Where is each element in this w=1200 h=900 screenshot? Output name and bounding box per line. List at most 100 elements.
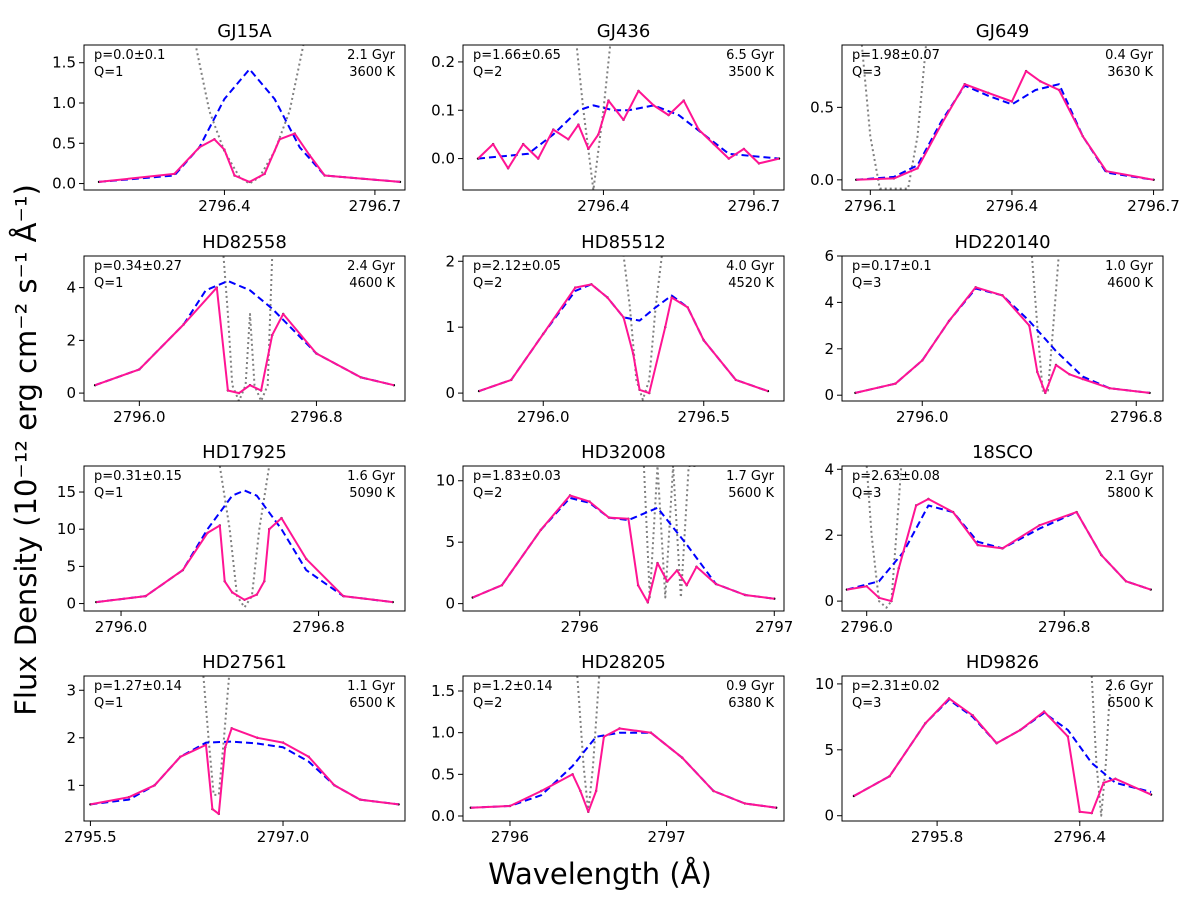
- panel-title: HD27561: [202, 652, 287, 673]
- intrinsic-line: [478, 283, 769, 393]
- x-tick-label: 2796.0: [896, 408, 949, 426]
- plot-area: [476, 45, 781, 190]
- model-line: [478, 283, 769, 395]
- quality-annotation: Q=2: [473, 696, 502, 711]
- x-tick-label: 2796.8: [1038, 618, 1091, 636]
- model-line: [98, 132, 401, 183]
- x-tick-label: 2797.0: [257, 828, 310, 846]
- observed-line: [96, 517, 393, 603]
- x-tick-label: 2795.8: [911, 828, 964, 846]
- y-tick-label: 1: [66, 776, 76, 794]
- teff-annotation: 3630 K: [1107, 65, 1153, 80]
- panel-title: GJ15A: [217, 21, 272, 42]
- panel-title: HD17925: [202, 442, 287, 463]
- absorption-line: [622, 256, 663, 401]
- x-tick-label: 2796.4: [1054, 828, 1107, 846]
- quality-annotation: Q=3: [852, 65, 881, 80]
- y-tick-label: 1.5: [431, 682, 455, 700]
- observed-line: [477, 90, 780, 169]
- intrinsic-line: [846, 504, 1152, 591]
- intrinsic-line: [96, 489, 393, 604]
- model-line: [472, 494, 775, 604]
- y-tick-label: 1.0: [431, 724, 455, 742]
- x-tick-label: 2795.5: [64, 828, 117, 846]
- quality-annotation: Q=2: [473, 276, 502, 291]
- y-tick-label: 4: [824, 460, 834, 478]
- panel: HD27561 2795.5 2797.0 1 2 3 p=1.27±0.14 Q=1 1.1 …: [64, 652, 406, 846]
- y-tick-label: 2: [66, 331, 76, 349]
- age-annotation: 2.1 Gyr: [347, 48, 396, 63]
- teff-annotation: 3600 K: [349, 65, 395, 80]
- y-tick-label: 0.0: [52, 175, 76, 193]
- p-value-annotation: p=2.63±0.08: [852, 469, 940, 484]
- observed-line: [855, 286, 1150, 394]
- y-tick-label: 10: [57, 520, 76, 538]
- teff-annotation: 5090 K: [349, 486, 395, 501]
- y-tick-label: 2: [66, 729, 76, 747]
- teff-annotation: 6500 K: [349, 696, 395, 711]
- quality-annotation: Q=1: [94, 65, 123, 80]
- age-annotation: 2.4 Gyr: [347, 259, 396, 274]
- panel-title: HD28205: [581, 652, 666, 673]
- teff-annotation: 5800 K: [1107, 486, 1153, 501]
- intrinsic-line: [470, 731, 777, 809]
- x-axis-label: Wavelength (Å): [488, 857, 712, 891]
- x-tick-label: 2796.0: [95, 618, 148, 636]
- p-value-annotation: p=2.31±0.02: [852, 679, 940, 694]
- plot-area: [469, 676, 778, 813]
- axes-frame: [841, 44, 1164, 191]
- plot-area: [854, 256, 1151, 395]
- axes-frame: [841, 465, 1164, 612]
- age-annotation: 1.7 Gyr: [726, 469, 775, 484]
- age-annotation: 4.0 Gyr: [726, 259, 775, 274]
- y-tick-label: 0: [445, 384, 455, 402]
- panel-title: HD85512: [581, 232, 666, 253]
- y-tick-label: 0.5: [810, 98, 834, 116]
- y-tick-label: 1.5: [52, 54, 76, 72]
- panel-title: HD9826: [966, 652, 1039, 673]
- panel: HD17925 2796.0 2796.8 0 5 10 15 p=0.31±0.15 Q=1 1…: [57, 442, 406, 636]
- teff-annotation: 6500 K: [1107, 696, 1153, 711]
- x-tick-label: 2796.0: [840, 618, 893, 636]
- model-line: [477, 89, 780, 170]
- y-tick-label: 10: [815, 675, 834, 693]
- quality-annotation: Q=1: [94, 276, 123, 291]
- age-annotation: 2.6 Gyr: [1105, 679, 1154, 694]
- absorption-line: [194, 45, 305, 185]
- plot-area: [93, 256, 396, 401]
- age-annotation: 0.9 Gyr: [726, 679, 775, 694]
- y-tick-label: 0.1: [431, 101, 455, 119]
- y-tick-label: 10: [436, 472, 455, 490]
- teff-annotation: 4520 K: [728, 276, 774, 291]
- y-tick-label: 0: [66, 595, 76, 613]
- teff-annotation: 4600 K: [349, 276, 395, 291]
- p-value-annotation: p=1.98±0.07: [852, 48, 940, 63]
- y-tick-label: 15: [57, 483, 76, 501]
- absorption-line: [860, 45, 928, 190]
- teff-annotation: 3500 K: [728, 65, 774, 80]
- x-tick-label: 2796.0: [517, 408, 570, 426]
- absorption-line: [642, 466, 697, 599]
- x-tick-label: 2796.7: [728, 197, 781, 215]
- axes-frame: [83, 44, 406, 191]
- panel: GJ15A 2796.4 2796.7 0.0 0.5 1.0 1.5 p=0.0±0.1 Q=…: [52, 21, 406, 215]
- quality-annotation: Q=1: [94, 486, 123, 501]
- plot-area: [852, 676, 1153, 817]
- plot-area: [97, 45, 402, 185]
- y-tick-label: 5: [445, 533, 455, 551]
- observed-line: [470, 728, 777, 813]
- p-value-annotation: p=0.31±0.15: [94, 469, 182, 484]
- y-tick-label: 0.5: [431, 765, 455, 783]
- observed-line: [90, 727, 399, 815]
- panel: 18SCO 2796.0 2796.8 0 2 4 p=2.63±0.08 Q=3 2.1 Gy…: [824, 442, 1164, 636]
- axes-frame: [83, 675, 406, 822]
- absorption-line: [575, 45, 612, 190]
- absorption-line: [865, 466, 903, 609]
- age-annotation: 1.6 Gyr: [347, 469, 396, 484]
- y-tick-label: 2: [824, 340, 834, 358]
- x-tick-label: 2796.8: [290, 408, 343, 426]
- x-tick-label: 2797: [647, 828, 685, 846]
- p-value-annotation: p=0.0±0.1: [94, 48, 165, 63]
- x-tick-label: 2796.5: [678, 408, 731, 426]
